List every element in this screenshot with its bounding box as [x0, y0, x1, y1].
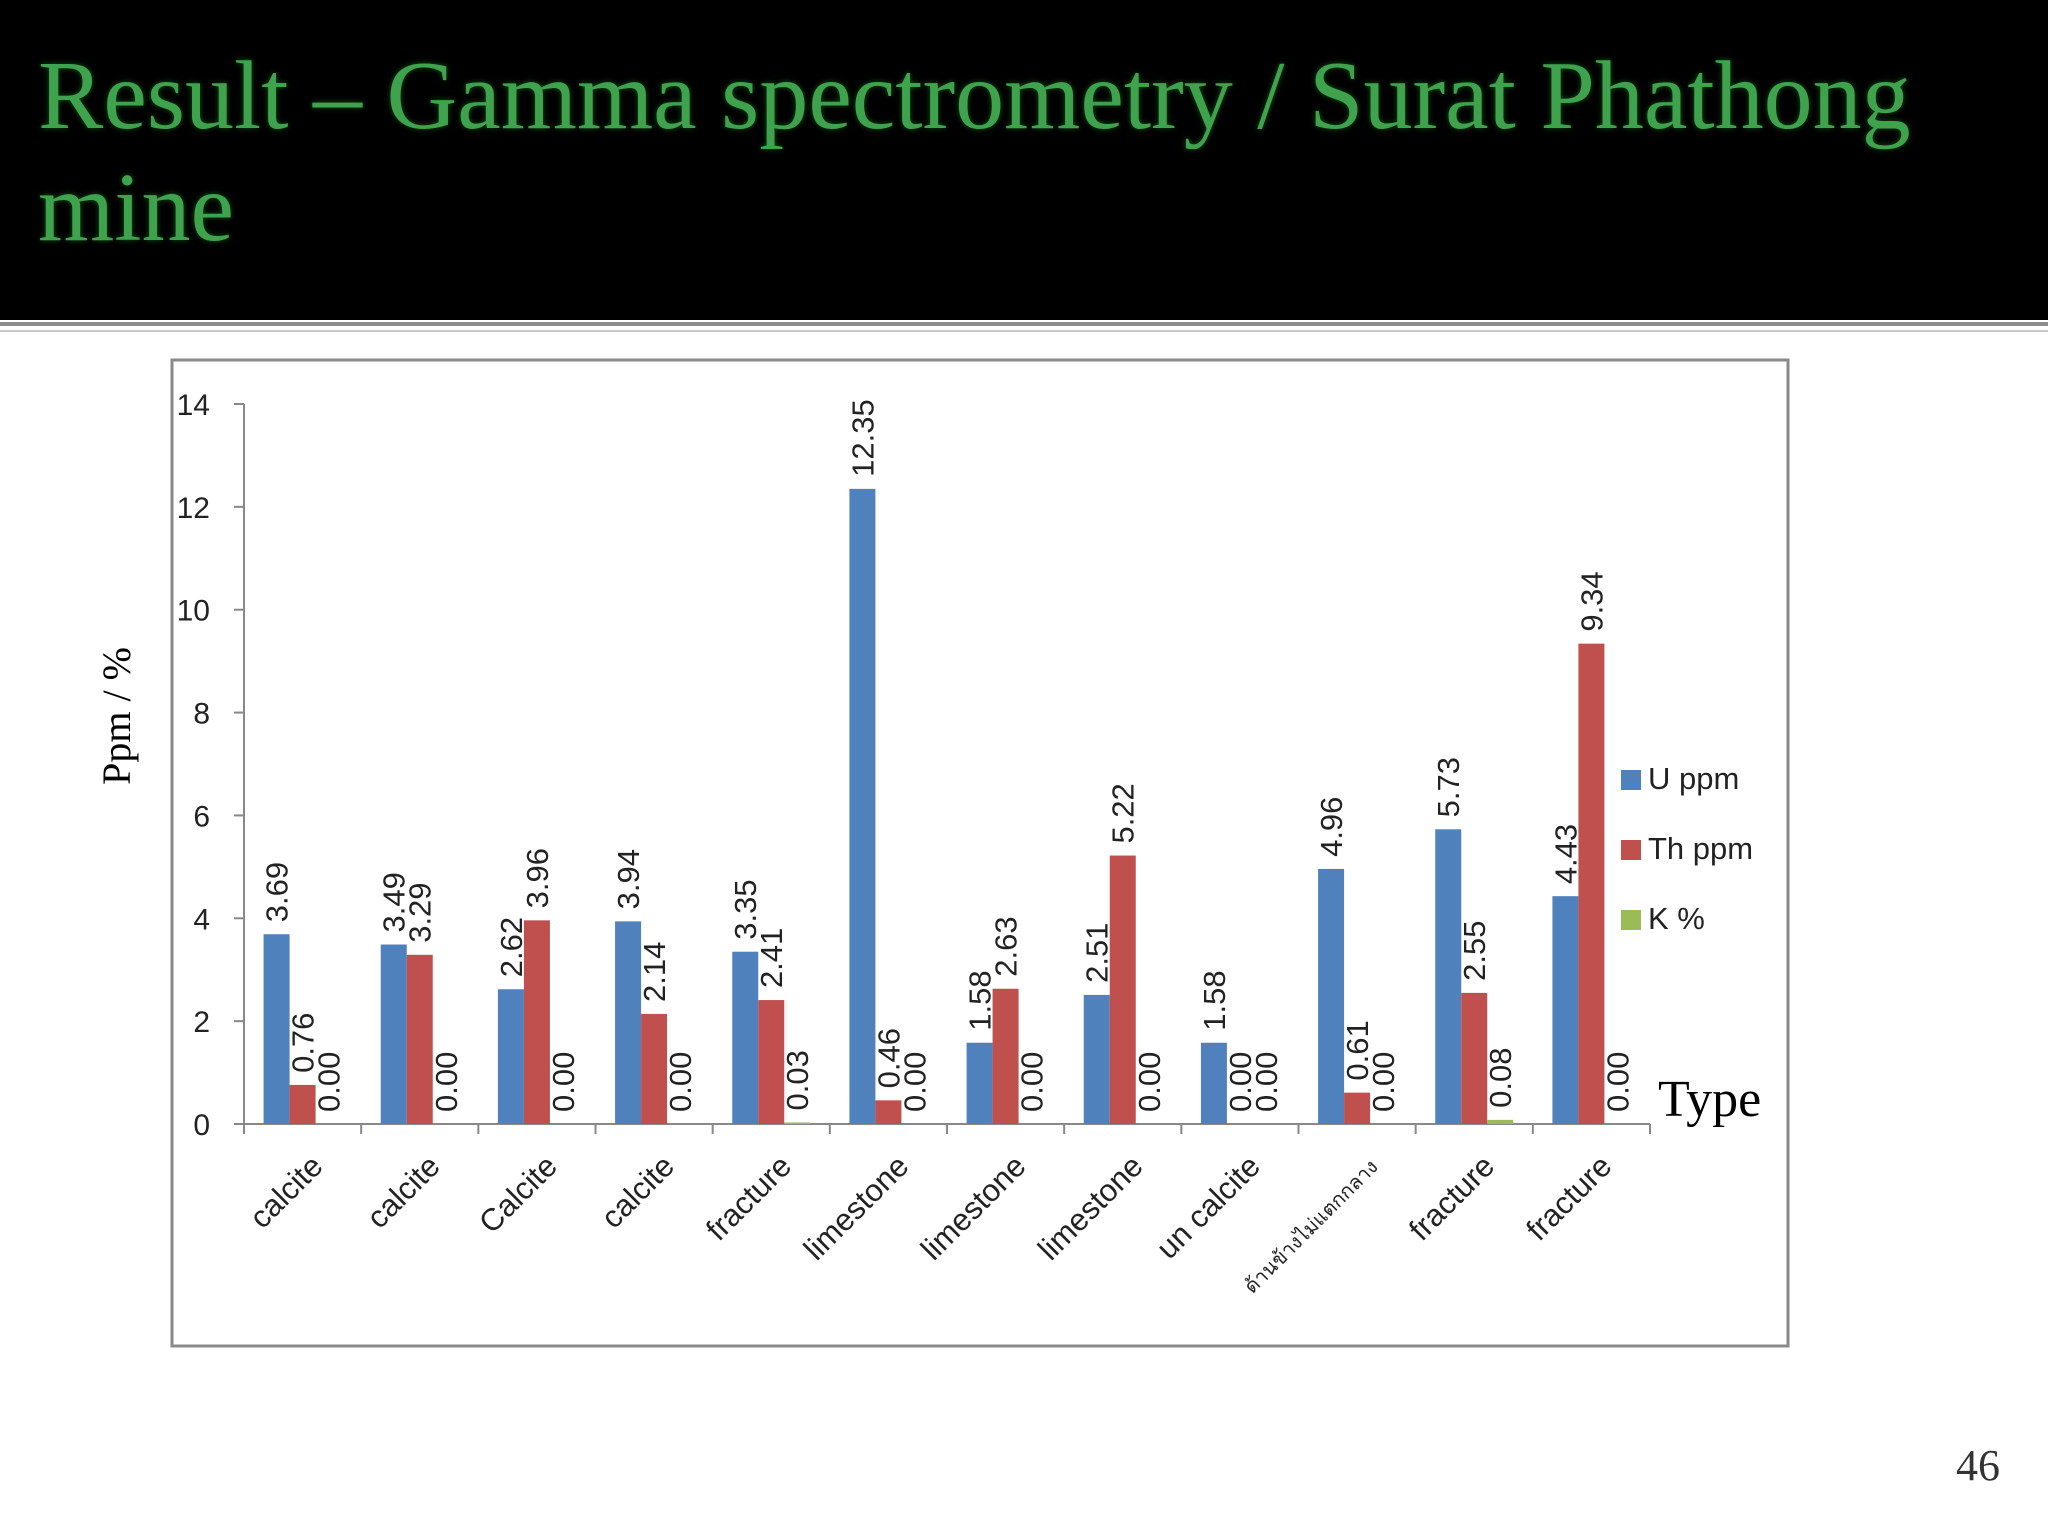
data-label: 3.29 — [403, 882, 438, 942]
data-label: 0.00 — [897, 1052, 932, 1112]
y-tick-label: 12 — [177, 492, 210, 525]
legend-swatch — [1621, 770, 1641, 790]
y-tick-label: 8 — [193, 698, 210, 731]
data-label: 2.55 — [1457, 921, 1492, 981]
bar-k — [784, 1122, 811, 1124]
legend: U ppm Th ppm K % — [1621, 761, 1753, 936]
data-labels-group: 3.69 3.49 2.62 3.94 3.35 12.35 1.58 2.51 1.58 4.9… — [260, 399, 1636, 1112]
bars-group — [263, 488, 1605, 1124]
data-label: 4.43 — [1548, 824, 1583, 884]
data-label: 1.58 — [1197, 970, 1232, 1030]
y-tick-label: 4 — [193, 903, 210, 936]
y-tick-label: 10 — [177, 595, 210, 628]
bar-th — [289, 1084, 316, 1124]
x-axis — [243, 1123, 1651, 1134]
divider-line — [0, 322, 2048, 326]
data-label: 0.00 — [1600, 1052, 1635, 1112]
legend-swatch — [1621, 910, 1641, 930]
data-label: 0.46 — [871, 1028, 906, 1088]
data-label: 3.49 — [377, 872, 412, 932]
slide-title: Result – Gamma spectrometry / Surat Phat… — [38, 42, 1911, 262]
data-label: 5.22 — [1106, 783, 1141, 843]
page-number: 46 — [1956, 1441, 2000, 1490]
data-label: 0.00 — [1249, 1052, 1284, 1112]
data-label: 0.08 — [1483, 1048, 1518, 1108]
title-bar: Result – Gamma spectrometry / Surat Phat… — [0, 0, 2048, 320]
bar-th — [992, 988, 1019, 1124]
bar-u — [966, 1042, 993, 1124]
bar-th — [1578, 643, 1605, 1124]
bar-u — [1318, 868, 1345, 1124]
data-label: 1.58 — [963, 970, 998, 1030]
bar-u — [380, 944, 407, 1124]
y-tick-label: 6 — [193, 800, 210, 833]
bar-u — [615, 921, 642, 1124]
data-label: 3.96 — [520, 848, 555, 908]
bar-u — [1435, 829, 1462, 1124]
bar-u — [1083, 994, 1110, 1124]
y-tick-label: 0 — [193, 1109, 210, 1142]
bar-u — [849, 488, 876, 1124]
bar-th — [641, 1013, 668, 1124]
legend-label: U ppm — [1648, 761, 1739, 796]
bar-u — [732, 951, 759, 1124]
bar-th — [523, 920, 550, 1124]
data-label: 12.35 — [845, 399, 880, 477]
data-label: 3.35 — [728, 879, 763, 939]
divider-line-thin — [0, 330, 2048, 332]
data-label: 9.34 — [1574, 571, 1609, 631]
data-label: 2.41 — [754, 928, 789, 988]
bar-th — [1109, 855, 1136, 1124]
data-label: 3.69 — [260, 862, 295, 922]
bar-th — [1461, 992, 1488, 1124]
data-label: 0.00 — [429, 1052, 464, 1112]
bar-th — [406, 954, 433, 1124]
bar-u — [1552, 896, 1579, 1124]
bar-k — [1487, 1119, 1514, 1124]
data-label: 4.96 — [1314, 797, 1349, 857]
bar-th — [758, 1000, 785, 1124]
legend-swatch — [1621, 840, 1641, 860]
x-axis-title: Type — [1658, 1071, 1761, 1128]
data-label: 0.00 — [1015, 1052, 1050, 1112]
data-label: 0.00 — [312, 1052, 347, 1112]
data-label: 2.14 — [637, 942, 672, 1002]
data-label: 2.62 — [494, 917, 529, 977]
data-label: 0.00 — [546, 1052, 581, 1112]
data-label: 0.03 — [780, 1050, 815, 1110]
y-tick-label: 14 — [177, 389, 210, 422]
bar-u — [497, 989, 524, 1124]
data-label: 0.76 — [286, 1013, 321, 1073]
data-label: 2.63 — [989, 916, 1024, 976]
bar-u — [263, 934, 290, 1124]
legend-label: K % — [1648, 901, 1705, 936]
bar-u — [1200, 1042, 1227, 1124]
data-label: 3.94 — [611, 849, 646, 909]
legend-label: Th ppm — [1648, 831, 1753, 866]
data-label: 0.00 — [663, 1052, 698, 1112]
y-axis-title: Ppm / % — [94, 647, 139, 785]
chart-border — [170, 358, 1790, 1348]
data-label: 0.00 — [1132, 1052, 1167, 1112]
data-label: 2.51 — [1080, 923, 1115, 983]
data-label: 5.73 — [1431, 757, 1466, 817]
data-label: 0.61 — [1340, 1020, 1375, 1080]
data-label: 0.00 — [1223, 1052, 1258, 1112]
bar-th — [1344, 1092, 1371, 1124]
bar-th — [875, 1100, 902, 1124]
y-axis: 0 2 4 6 8 10 12 14 — [177, 389, 245, 1142]
data-label: 0.00 — [1366, 1052, 1401, 1112]
y-tick-label: 2 — [193, 1006, 210, 1039]
